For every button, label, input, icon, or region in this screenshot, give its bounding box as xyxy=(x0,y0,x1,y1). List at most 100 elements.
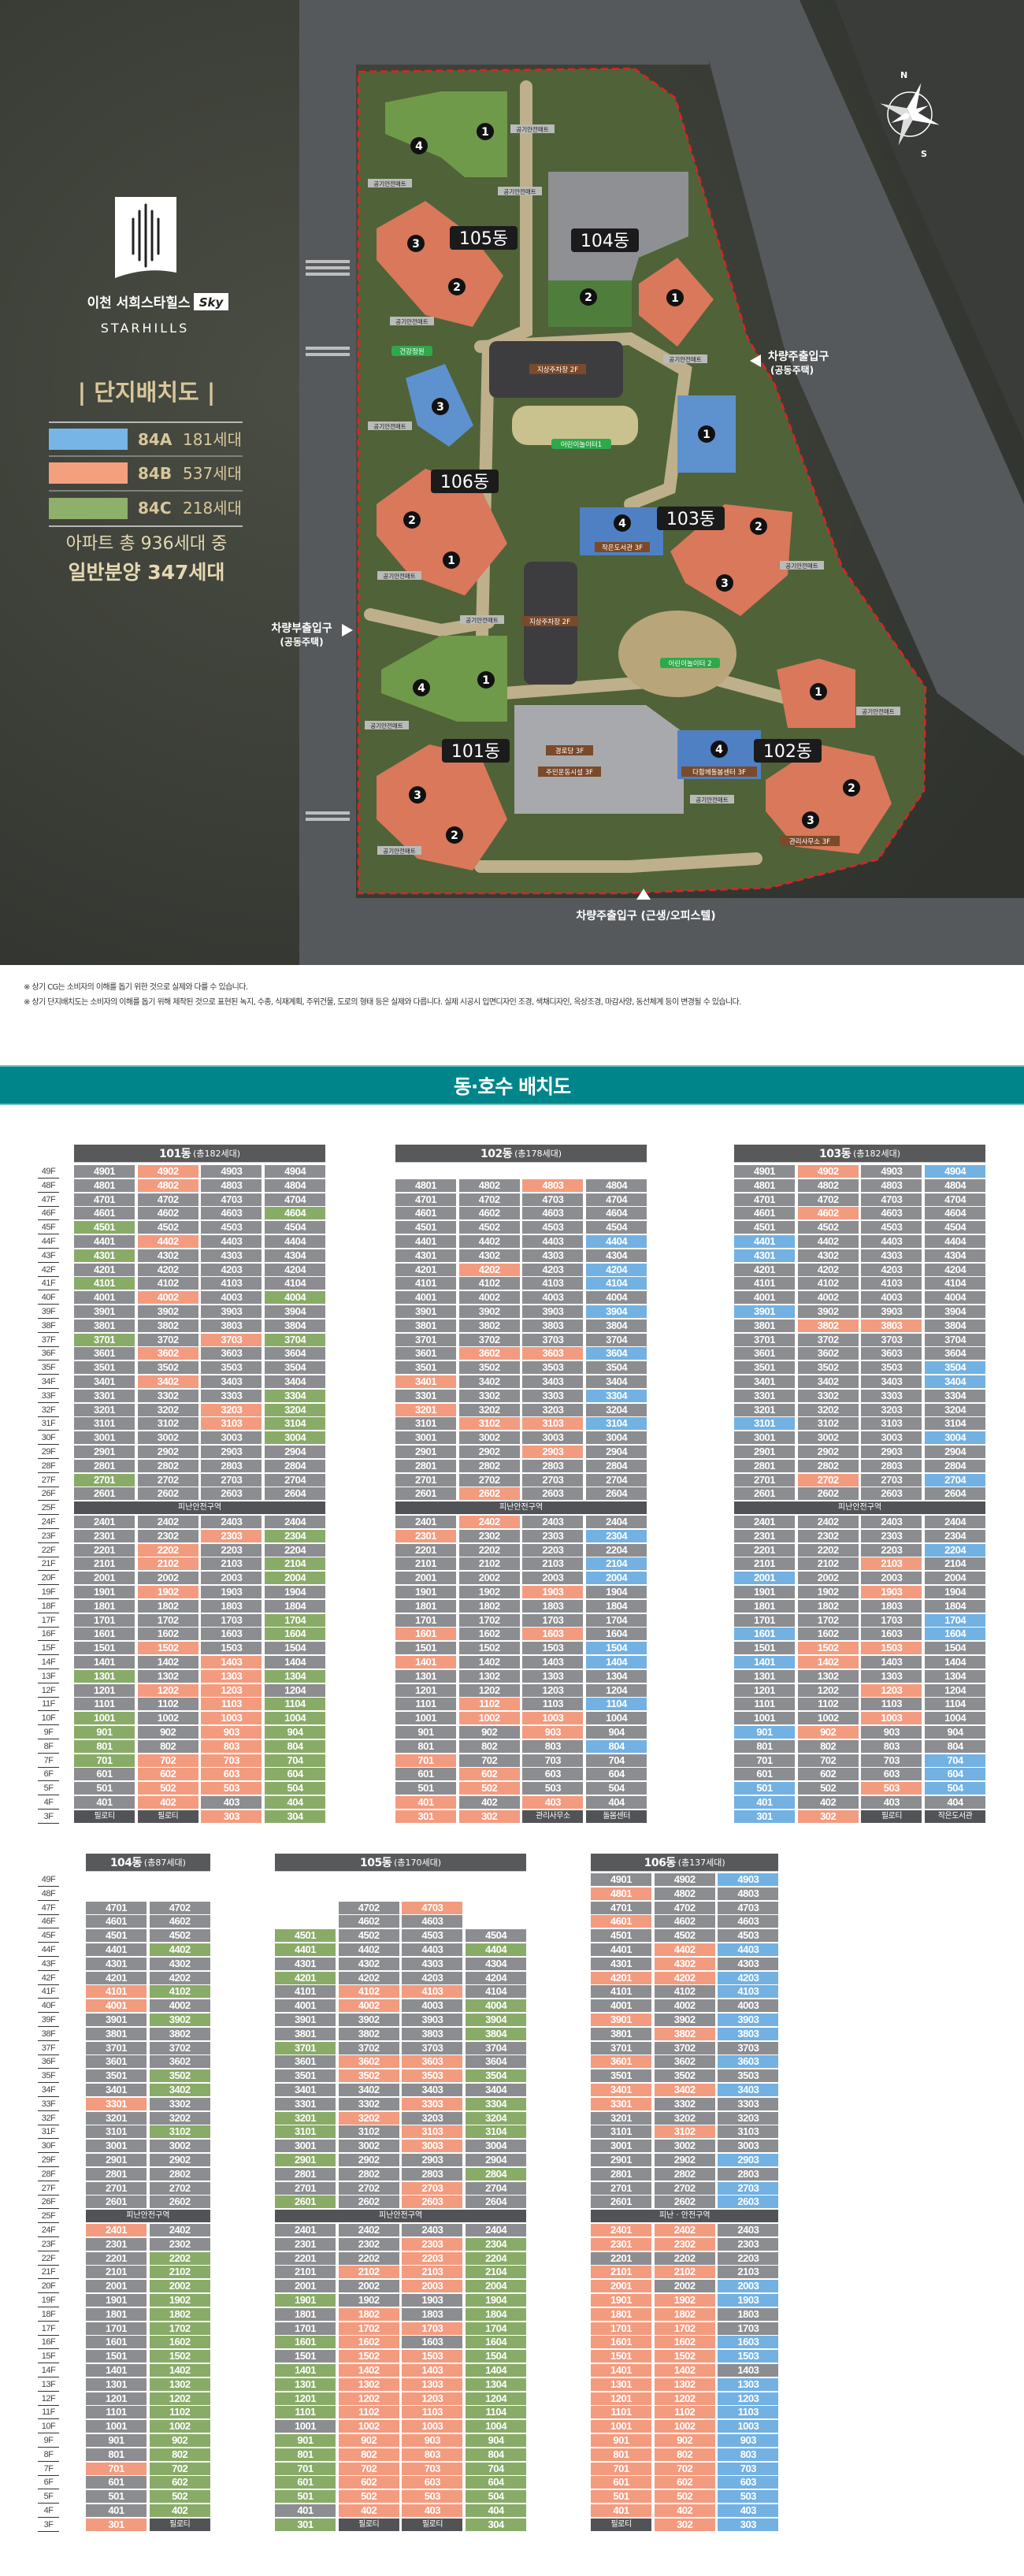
unit-cell[interactable]: 1003 xyxy=(402,2420,463,2433)
unit-cell[interactable]: 2101 xyxy=(591,2266,651,2279)
unit-cell[interactable]: 3102 xyxy=(149,2125,210,2139)
unit-cell[interactable]: 1703 xyxy=(402,2322,463,2335)
unit-cell[interactable]: 3203 xyxy=(402,2111,463,2125)
unit-cell[interactable]: 4303 xyxy=(861,1249,922,1262)
unit-cell[interactable]: 904 xyxy=(265,1726,326,1739)
unit-cell[interactable]: 1902 xyxy=(458,1586,520,1598)
unit-cell[interactable]: 4301 xyxy=(275,1957,336,1970)
unit-cell[interactable]: 2801 xyxy=(86,2167,147,2181)
unit-cell[interactable]: 3703 xyxy=(718,2041,779,2054)
unit-cell[interactable]: 2803 xyxy=(402,2167,463,2181)
unit-cell[interactable]: 2103 xyxy=(861,1557,922,1571)
unit-cell[interactable]: 3003 xyxy=(718,2140,779,2153)
unit-cell[interactable]: 2402 xyxy=(149,2224,210,2236)
unit-cell[interactable]: 304 xyxy=(265,1810,326,1823)
unit-cell[interactable]: 4203 xyxy=(402,1971,463,1984)
unit-cell[interactable]: 1603 xyxy=(201,1628,262,1641)
unit-cell[interactable]: 3602 xyxy=(797,1347,859,1360)
unit-cell[interactable]: 1704 xyxy=(586,1613,647,1627)
unit-cell[interactable]: 4101 xyxy=(395,1277,456,1290)
unit-cell[interactable]: 1103 xyxy=(402,2406,463,2419)
unit-cell[interactable]: 301 xyxy=(395,1810,456,1823)
unit-cell[interactable]: 2603 xyxy=(718,2196,779,2209)
unit-cell[interactable]: 1503 xyxy=(718,2350,779,2363)
unit-cell[interactable]: 4202 xyxy=(137,1263,198,1276)
unit-cell[interactable]: 3304 xyxy=(925,1389,986,1402)
unit-cell[interactable]: 2904 xyxy=(586,1446,647,1458)
unit-cell[interactable]: 3602 xyxy=(654,2055,715,2069)
unit-cell[interactable]: 2401 xyxy=(591,2224,651,2236)
unit-cell[interactable]: 3204 xyxy=(925,1403,986,1416)
unit-cell[interactable]: 1802 xyxy=(458,1599,520,1613)
unit-cell[interactable]: 4602 xyxy=(338,1915,399,1928)
unit-cell[interactable]: 1402 xyxy=(654,2364,715,2377)
unit-cell[interactable]: 4403 xyxy=(402,1943,463,1956)
unit-cell[interactable]: 1904 xyxy=(925,1586,986,1598)
unit-cell[interactable]: 2001 xyxy=(74,1572,135,1585)
unit-cell[interactable]: 2202 xyxy=(458,1543,520,1557)
unit-cell[interactable]: 2101 xyxy=(395,1557,456,1571)
unit-cell[interactable]: 1102 xyxy=(654,2406,715,2419)
unit-cell[interactable]: 1301 xyxy=(395,1669,456,1683)
unit-cell[interactable]: 301 xyxy=(275,2518,336,2531)
unit-cell[interactable]: 2302 xyxy=(149,2237,210,2251)
unit-cell[interactable]: 4504 xyxy=(466,1929,527,1943)
unit-cell[interactable]: 1801 xyxy=(74,1599,135,1613)
unit-cell[interactable]: 3904 xyxy=(925,1305,986,1318)
unit-cell[interactable]: 3401 xyxy=(395,1375,456,1388)
unit-cell[interactable]: 2203 xyxy=(522,1543,584,1557)
unit-cell[interactable]: 1903 xyxy=(201,1586,262,1598)
unit-cell[interactable]: 2103 xyxy=(201,1557,262,1571)
unit-cell[interactable]: 4903 xyxy=(861,1165,922,1178)
unit-cell[interactable]: 2804 xyxy=(466,2167,527,2181)
unit-cell[interactable]: 3303 xyxy=(861,1389,922,1402)
unit-cell[interactable]: 1103 xyxy=(861,1698,922,1711)
unit-cell[interactable]: 3601 xyxy=(86,2055,147,2069)
unit-cell[interactable]: 4204 xyxy=(466,1971,527,1984)
unit-cell[interactable]: 901 xyxy=(86,2434,147,2447)
unit-cell[interactable]: 4202 xyxy=(797,1263,859,1276)
unit-cell[interactable]: 2603 xyxy=(201,1487,262,1501)
unit-cell[interactable]: 1504 xyxy=(586,1642,647,1655)
unit-cell[interactable]: 4602 xyxy=(797,1207,859,1220)
unit-cell[interactable]: 4103 xyxy=(522,1277,584,1290)
unit-cell[interactable]: 3102 xyxy=(797,1417,859,1431)
unit-cell[interactable]: 1701 xyxy=(86,2322,147,2335)
unit-cell[interactable]: 3702 xyxy=(458,1333,520,1346)
unit-cell[interactable]: 3404 xyxy=(265,1375,326,1388)
unit-cell[interactable]: 1601 xyxy=(591,2336,651,2349)
unit-cell[interactable]: 1002 xyxy=(149,2420,210,2433)
unit-cell[interactable]: 3202 xyxy=(149,2111,210,2125)
unit-cell[interactable]: 1701 xyxy=(395,1613,456,1627)
unit-cell[interactable]: 2202 xyxy=(137,1543,198,1557)
unit-cell[interactable]: 3402 xyxy=(458,1375,520,1388)
unit-cell[interactable]: 1303 xyxy=(402,2377,463,2391)
unit-cell[interactable]: 1302 xyxy=(137,1669,198,1683)
unit-cell[interactable]: 3804 xyxy=(925,1319,986,1332)
unit-cell[interactable]: 4102 xyxy=(797,1277,859,1290)
unit-cell[interactable]: 2004 xyxy=(925,1572,986,1585)
unit-cell[interactable]: 602 xyxy=(149,2476,210,2489)
unit-cell[interactable]: 2901 xyxy=(395,1446,456,1458)
unit-cell[interactable]: 3903 xyxy=(718,2014,779,2026)
unit-cell[interactable]: 3301 xyxy=(74,1389,135,1402)
unit-cell[interactable]: 2702 xyxy=(149,2181,210,2195)
unit-cell[interactable]: 2801 xyxy=(734,1459,795,1472)
unit-cell[interactable]: 1701 xyxy=(734,1613,795,1627)
unit-cell[interactable]: 4301 xyxy=(591,1957,651,1970)
unit-cell[interactable]: 1403 xyxy=(402,2364,463,2377)
unit-cell[interactable]: 1904 xyxy=(586,1586,647,1598)
unit-cell[interactable]: 2401 xyxy=(395,1516,456,1528)
unit-cell[interactable]: 3902 xyxy=(654,2014,715,2026)
unit-cell[interactable]: 2604 xyxy=(265,1487,326,1501)
unit-cell[interactable]: 501 xyxy=(395,1782,456,1795)
unit-cell[interactable]: 4401 xyxy=(74,1235,135,1248)
unit-cell[interactable]: 3604 xyxy=(265,1347,326,1360)
unit-cell[interactable]: 3402 xyxy=(797,1375,859,1388)
unit-cell[interactable]: 3702 xyxy=(338,2041,399,2054)
unit-cell[interactable]: 4703 xyxy=(861,1193,922,1206)
unit-cell[interactable]: 504 xyxy=(586,1782,647,1795)
unit-cell[interactable]: 3303 xyxy=(402,2097,463,2110)
unit-cell[interactable]: 2201 xyxy=(74,1543,135,1557)
unit-cell[interactable]: 901 xyxy=(395,1726,456,1739)
